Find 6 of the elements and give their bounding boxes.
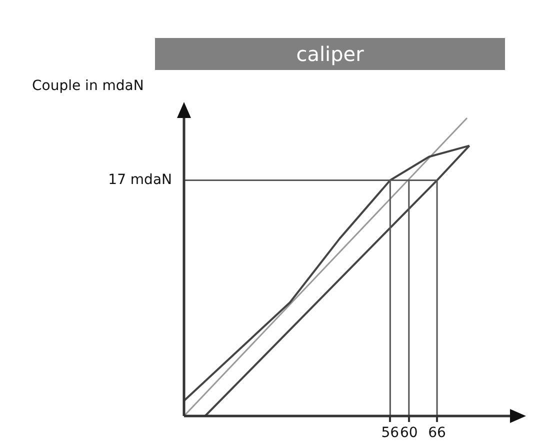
x-tick-label: 56 [381, 425, 400, 442]
chart-title: caliper [155, 38, 505, 70]
ref-line-label: 17 mdaN [108, 172, 172, 188]
x-tick-label: 66 [428, 425, 446, 442]
x-tick-label: 60 [400, 425, 418, 442]
y-axis-title: Couple in mdaN [32, 78, 144, 94]
